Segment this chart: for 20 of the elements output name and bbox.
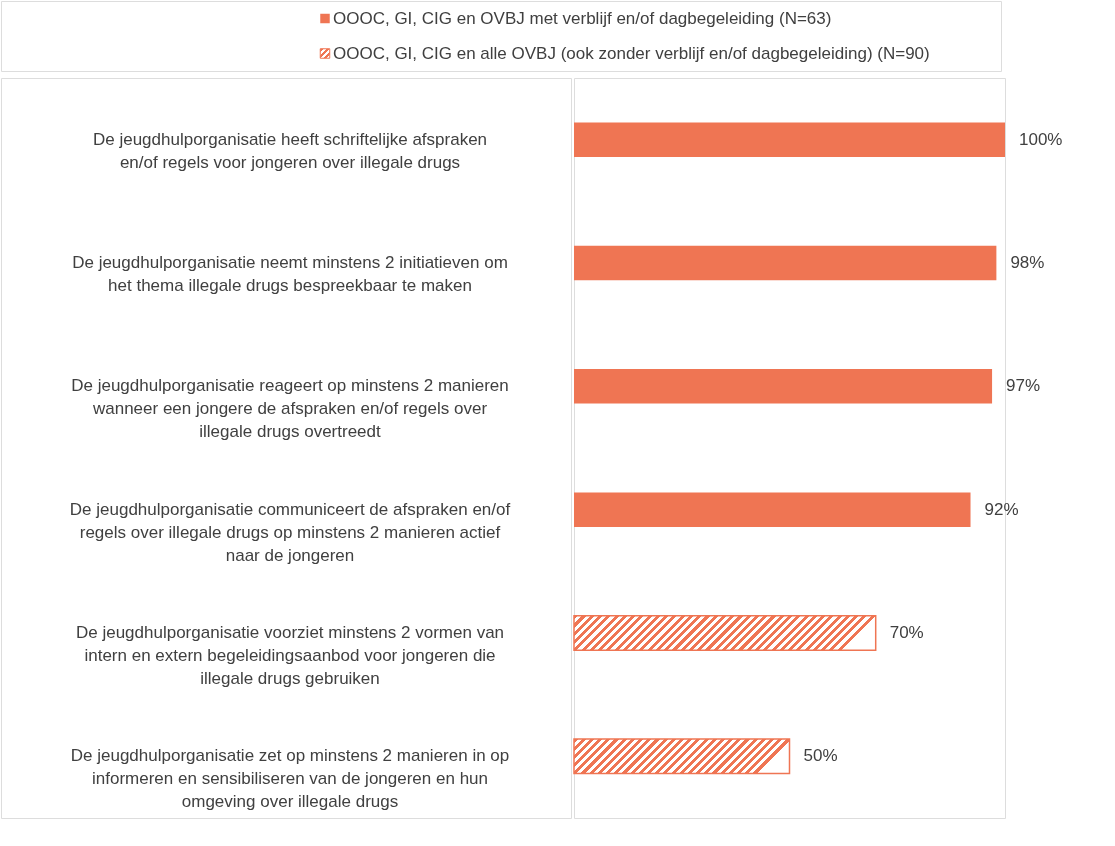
y-tick-label: De jeugdhulporganisatie reageert op minstens 2 manieren wanneer een jongere de afspraken en/of regels over illegale drugs overtreedt — [71, 376, 509, 442]
y-tick-label: De jeugdhulporganisatie heeft schriftelijke afspraken en/of regels voor jongeren over illegale drugs — [92, 129, 488, 172]
bar — [573, 614, 877, 652]
bar — [574, 245, 997, 281]
y-tick-label: De jeugdhulporganisatie neemt minstens 2 initiatieven om het thema illegale drugs bespreekbaar te maken — [72, 253, 508, 295]
y-tick-label: De jeugdhulporganisatie zet op minstens 2 manieren in op informeren en sensibiliseren van de jongeren en hun omgeving over illegale drugs — [70, 746, 510, 812]
y-tick-label: De jeugdhulporganisatie communiceert de afspraken en/of regels over illegale drugs op minstens 2 manieren actief naar de jongeren — [69, 499, 511, 565]
bar — [574, 122, 1005, 157]
data-label: 50% — [803, 746, 838, 766]
legend-label: OOOC, GI, CIG en alle OVBJ (ook zonder verblijf en/of dagbegeleiding) (N=90) — [333, 43, 930, 63]
legend-label: OOOC, GI, CIG en OVBJ met verblijf en/of dagbegeleiding (N=63) — [333, 8, 832, 28]
data-label: 97% — [1006, 376, 1041, 396]
data-label: 92% — [984, 499, 1019, 519]
y-tick-label: De jeugdhulporganisatie voorziet minstens 2 vormen van intern en extern begeleidingsaanbod voor jongeren die illegale drugs gebruiken — [75, 623, 505, 688]
bar — [573, 738, 791, 775]
bar — [574, 369, 993, 404]
data-label: 98% — [1010, 253, 1045, 272]
bar — [574, 492, 971, 527]
data-label: 100% — [1019, 129, 1063, 149]
data-label: 70% — [889, 623, 924, 642]
